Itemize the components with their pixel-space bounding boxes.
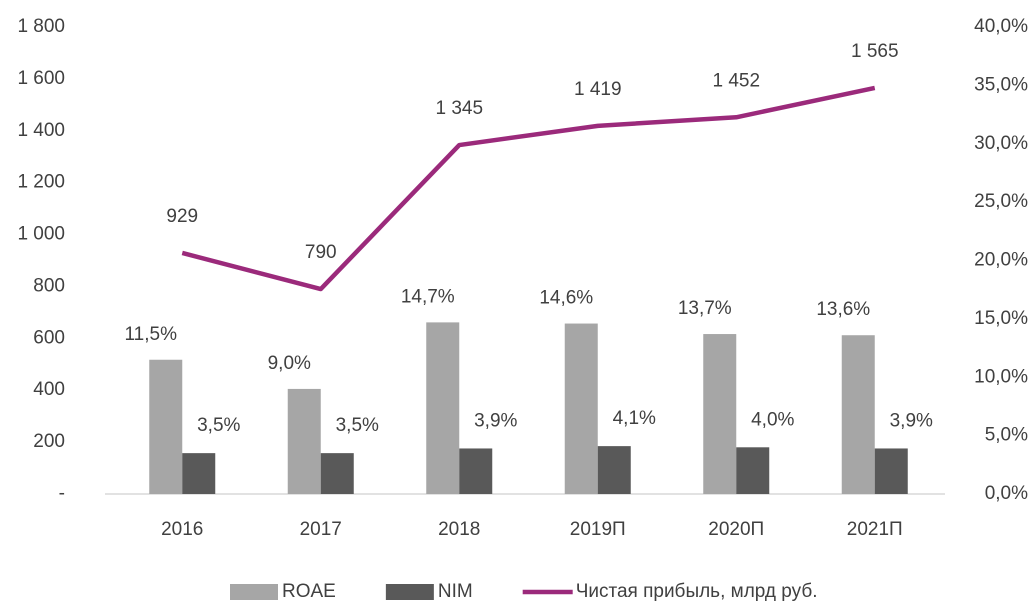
bar [149,359,183,494]
y2-tick-label: 40,0% [974,16,1028,37]
bar [874,448,908,494]
y2-tick-label: 15,0% [974,308,1028,329]
x-tick-label: 2016 [161,519,203,540]
y-tick-label: 800 [33,275,65,296]
x-tick-label: 2018 [438,519,480,540]
y2-tick-label: 10,0% [974,366,1028,387]
legend-label: ROAE [282,581,336,602]
data-label: 790 [305,242,337,263]
data-label: 1 419 [574,79,622,100]
y-tick-label: 1 200 [17,172,65,193]
y2-tick-label: 20,0% [974,250,1028,271]
y-tick-label: 1 800 [17,16,65,37]
y-tick-label: 200 [33,431,65,452]
data-label: 14,6% [539,288,593,309]
bar [736,447,770,494]
legend-label: Чистая прибыль, млрд руб. [576,581,818,602]
data-label: 4,1% [613,408,656,429]
bar [703,334,737,494]
y-tick-label: 1 600 [17,68,65,89]
legend-swatch [230,584,278,600]
x-tick-label: 2020П [708,519,764,540]
bar [320,453,354,494]
data-label: 3,9% [890,410,933,431]
data-label: 11,5% [125,324,178,345]
y2-tick-label: 0,0% [985,483,1028,504]
bar [182,453,216,494]
data-label: 13,7% [678,298,732,319]
data-label: 1 452 [712,70,760,91]
y-tick-label: 1 000 [17,224,65,245]
y2-tick-label: 35,0% [974,74,1028,95]
data-label: 3,5% [336,415,379,436]
legend-label: NIM [438,581,473,602]
bar [597,446,631,494]
data-label: 1 565 [851,41,899,62]
bar [287,388,321,494]
y-tick-label: 400 [33,379,65,400]
x-tick-label: 2019П [570,519,626,540]
data-label: 9,0% [268,353,311,374]
data-label: 14,7% [401,286,455,307]
data-label: 4,0% [751,409,794,430]
y2-tick-label: 25,0% [974,191,1028,212]
line [181,85,876,292]
bar [564,323,598,494]
x-tick-label: 2021П [847,519,903,540]
bar [426,322,460,494]
bar [459,448,493,494]
y-tick-label: 1 400 [17,120,65,141]
y-tick-label: 600 [33,327,65,348]
y2-tick-label: 5,0% [985,425,1028,446]
y2-tick-label: 30,0% [974,133,1028,154]
data-label: 929 [166,206,198,227]
bar [841,335,875,494]
legend-swatch [385,584,434,600]
y-tick-label: - [59,483,65,504]
data-label: 3,5% [197,415,240,436]
x-tick-label: 2017 [300,519,342,540]
data-label: 3,9% [474,410,517,431]
data-label: 13,6% [816,299,870,320]
data-label: 1 345 [435,98,483,119]
